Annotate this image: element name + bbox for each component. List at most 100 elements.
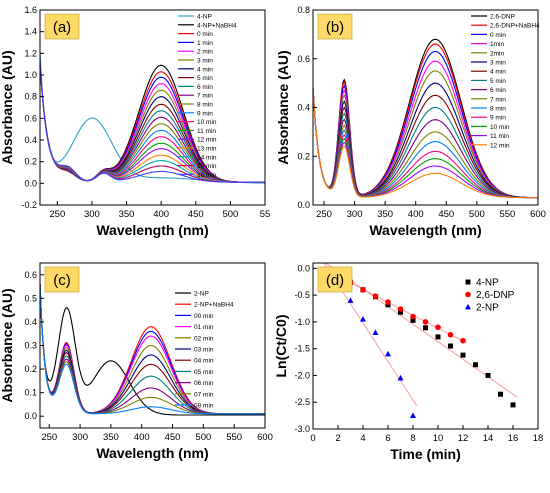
y-tick-label: 1.4 (24, 27, 37, 37)
legend-label: 2,6-DNP (490, 14, 515, 21)
panel-label-box (44, 13, 80, 40)
chart-panel-1: 250 300 350 400 450 500 55 -0.2 0.0 0.2 0.4 0.6 0.8 1… (0, 5, 270, 238)
x-tick-label: 400 (408, 209, 424, 220)
legend-label: 15 min (197, 163, 217, 170)
x-tick-label: 400 (153, 209, 169, 220)
y-tick-label: -2.5 (294, 397, 310, 407)
data-point (435, 324, 441, 331)
legend-label: 12 min (490, 142, 510, 149)
legend-label: 11 min (197, 128, 216, 135)
legend: 2,6-DNP 2,6-DNP+NaBH4 0 min 1min 2min 3 min 4 … (471, 14, 540, 149)
x-tick-label: 350 (119, 209, 135, 220)
legend-label: 2-NP (476, 303, 499, 314)
data-point (398, 309, 403, 315)
data-point (347, 297, 354, 303)
plot-frame (312, 262, 539, 430)
data-point (435, 334, 441, 340)
legend-label: 5 min (490, 78, 506, 85)
data-point (385, 299, 391, 305)
legend-label: 4-NP (197, 14, 212, 21)
legend-label: 2-NP+NaBH4 (194, 302, 234, 309)
plot-area (40, 284, 265, 416)
data-point (372, 329, 379, 336)
x-tick-label: 250 (49, 209, 65, 220)
data-point (360, 286, 366, 293)
legend-label: 1 min (197, 40, 213, 47)
x-tick-label: 55 (260, 209, 271, 220)
y-tick-label: 0.8 (297, 5, 310, 15)
y-tick-label: 0.0 (24, 178, 37, 188)
legend-label: 4 min (197, 66, 213, 73)
data-point (498, 391, 503, 397)
y-axis-label: Ln(Ct/C0) (273, 315, 289, 378)
legend-label: 1min (490, 41, 504, 48)
y-tick-label: -0.2 (21, 200, 37, 210)
x-tick-label: 12 (458, 433, 469, 444)
legend-label: 14 min (197, 154, 217, 161)
legend-label: 9 min (197, 110, 213, 117)
legend-label: 07 min (194, 391, 214, 398)
legend-label: 6 min (197, 84, 213, 91)
x-tick-label: 10 (433, 433, 444, 444)
y-tick-label: 0.4 (297, 103, 310, 113)
legend-label: 4 min (490, 69, 506, 76)
legend-label: 02 min (194, 335, 214, 342)
y-tick-label: 0.4 (24, 317, 37, 327)
y-tick-label: 0.6 (297, 54, 310, 64)
legend-label: 8 min (490, 106, 506, 113)
y-tick-label: 0.2 (24, 364, 37, 374)
data-point (360, 316, 366, 322)
plot-area (313, 38, 538, 199)
plot-area (40, 51, 265, 184)
legend-label: 12 min (197, 137, 217, 144)
data-point (423, 325, 428, 331)
y-tick-label: 0.0 (297, 200, 310, 210)
y-tick-label: 0.2 (297, 151, 310, 161)
data-point (410, 317, 416, 323)
data-point (397, 306, 404, 312)
y-axis-label: Absorbance (AU) (0, 50, 15, 164)
x-tick-label: 550 (226, 432, 242, 443)
y-tick-label: 0.4 (24, 135, 37, 145)
legend-label: 16 min (197, 172, 217, 179)
fit-line (324, 263, 518, 398)
legend-label: 11 min (490, 133, 509, 140)
x-tick-label: 450 (165, 432, 181, 443)
legend-label: 10 min (197, 119, 217, 126)
x-tick-label: 600 (257, 432, 273, 443)
data-point (410, 313, 416, 320)
legend-label: 13 min (197, 146, 217, 153)
series-line (313, 87, 538, 199)
legend-marker (465, 279, 471, 285)
x-tick-label: 450 (438, 209, 454, 220)
y-tick-label: -0.5 (294, 290, 310, 300)
panel-label: (b) (326, 19, 344, 36)
x-tick-label: 450 (188, 209, 204, 220)
series-line (40, 62, 265, 183)
y-tick-label: 1.6 (24, 5, 37, 15)
y-tick-label: 0.0 (297, 263, 310, 273)
x-tick-label: 8 (410, 433, 415, 444)
data-point (385, 350, 391, 357)
legend-label: 0 min (490, 32, 506, 39)
x-tick-label: 550 (499, 209, 515, 220)
data-point (447, 331, 454, 338)
chart-panel-4: 0 2 4 6 8 10 12 14 16 18 0.0 -0.5 -1.0 -1.5 -2.0 -2.5 -3… (273, 262, 543, 462)
x-axis-label: Wavelength (nm) (96, 222, 208, 238)
data-point (460, 352, 466, 358)
x-tick-label: 300 (72, 432, 88, 443)
plot-frame (39, 9, 266, 206)
y-tick-label: 1.2 (24, 48, 37, 58)
data-point (422, 319, 429, 325)
y-tick-label: 0.2 (24, 157, 37, 167)
legend-label: 2,6-DNP+NaBH4 (490, 23, 540, 30)
y-tick-label: 0.1 (24, 388, 37, 398)
y-tick-label: 0.6 (24, 113, 37, 123)
series-line (40, 284, 265, 416)
data-point (460, 337, 466, 344)
panel-label-box (317, 266, 353, 293)
legend-label: 3 min (490, 60, 506, 67)
legend-label: 4-NP+NaBH4 (197, 22, 237, 29)
y-axis-label: Absorbance (AU) (275, 50, 291, 164)
data-point (410, 412, 416, 419)
